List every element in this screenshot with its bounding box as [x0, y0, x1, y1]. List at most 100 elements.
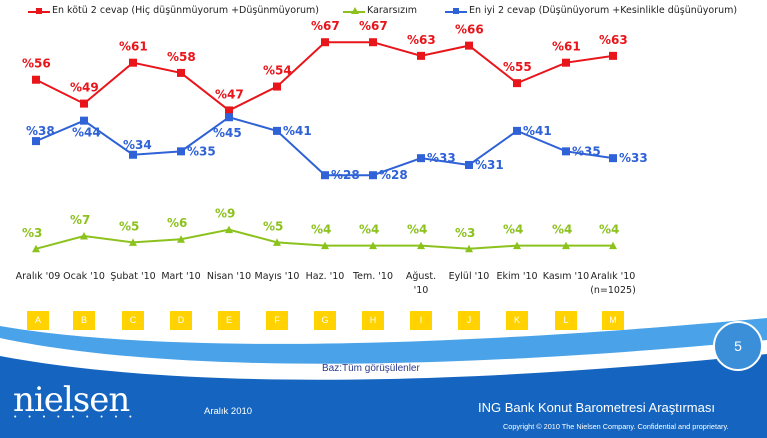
- data-label-undecided-6: %4: [311, 223, 331, 237]
- category-label-0: Aralık '09: [15, 271, 61, 282]
- data-label-undecided-9: %3: [455, 226, 475, 240]
- data-label-worst-12: %63: [599, 33, 628, 47]
- data-label-worst-7: %67: [359, 19, 388, 33]
- point-best-12: [609, 154, 617, 163]
- data-label-best-4: %45: [213, 126, 242, 140]
- category-label-3: Mart '10: [161, 271, 201, 282]
- point-best-11: [562, 147, 570, 156]
- data-label-worst-1: %49: [70, 81, 99, 95]
- data-label-best-11: %35: [572, 144, 601, 158]
- data-label-best-9: %31: [475, 158, 504, 172]
- point-undecided-9: [465, 244, 473, 253]
- point-worst-10: [513, 79, 521, 88]
- point-undecided-2: [129, 238, 137, 246]
- logo-dots: • • • • • • • • •: [14, 414, 137, 421]
- data-label-worst-2: %61: [119, 40, 148, 54]
- point-undecided-3: [177, 235, 185, 243]
- category-label-12: Aralık '10 (n=1025): [590, 271, 636, 296]
- data-label-worst-10: %55: [503, 60, 532, 74]
- point-best-6: [321, 171, 329, 180]
- category-letter-0: A: [27, 311, 49, 330]
- data-label-undecided-2: %5: [119, 219, 139, 233]
- data-label-best-1: %44: [72, 126, 101, 140]
- report-title: ING Bank Konut Barometresi Araştırması: [478, 400, 715, 415]
- point-best-8: [417, 154, 425, 163]
- data-label-undecided-4: %9: [215, 207, 235, 221]
- point-undecided-1: [80, 232, 88, 240]
- category-letter-3: D: [170, 311, 192, 330]
- category-letter-7: H: [362, 311, 384, 330]
- category-label-6: Haz. '10: [305, 271, 345, 282]
- point-worst-1: [80, 99, 88, 108]
- data-label-best-6: %28: [331, 168, 360, 182]
- legend-label-undecided: Kararsızım: [367, 5, 417, 16]
- category-label-2: Şubat '10: [110, 271, 156, 282]
- point-best-4: [225, 113, 233, 122]
- report-date: Aralık 2010: [204, 406, 253, 417]
- page-number: 5: [713, 321, 763, 371]
- data-label-best-3: %35: [187, 144, 216, 158]
- point-undecided-10: [513, 241, 521, 250]
- legend-marker-undecided: [351, 7, 359, 14]
- data-label-undecided-12: %4: [599, 223, 619, 237]
- footer-wave-dark: [0, 354, 767, 438]
- category-letter-9: J: [458, 311, 480, 330]
- data-label-undecided-5: %5: [263, 219, 283, 233]
- legend-label-worst: En kötü 2 cevap (Hiç düşünmüyorum +Düşün…: [52, 5, 319, 16]
- category-label-1: Ocak '10: [63, 271, 105, 282]
- point-best-1: [80, 116, 88, 125]
- point-worst-0: [32, 75, 40, 84]
- point-best-9: [465, 160, 473, 169]
- data-label-undecided-10: %4: [503, 223, 523, 237]
- legend-marker-worst: [36, 8, 42, 14]
- data-label-undecided-0: %3: [22, 226, 42, 240]
- data-label-undecided-3: %6: [167, 216, 187, 230]
- nielsen-logo: nielsen: [13, 380, 130, 420]
- point-worst-5: [273, 82, 281, 91]
- point-worst-2: [129, 58, 137, 67]
- category-letter-11: L: [555, 311, 577, 330]
- data-label-best-8: %33: [427, 151, 456, 165]
- category-letter-12: M: [602, 311, 624, 330]
- data-label-undecided-1: %7: [70, 213, 90, 227]
- category-letter-4: E: [218, 311, 240, 330]
- point-undecided-6: [321, 241, 329, 250]
- base-note: Baz:Tüm görüşülenler: [322, 363, 420, 374]
- category-label-10: Ekim '10: [496, 271, 538, 282]
- data-label-best-2: %34: [123, 138, 152, 152]
- data-label-undecided-11: %4: [552, 223, 572, 237]
- point-best-2: [129, 150, 137, 159]
- data-label-undecided-8: %4: [407, 223, 427, 237]
- point-worst-11: [562, 58, 570, 67]
- point-worst-12: [609, 51, 617, 60]
- category-letter-6: G: [314, 311, 336, 330]
- point-worst-6: [321, 38, 329, 47]
- category-letter-10: K: [506, 311, 528, 330]
- point-undecided-5: [273, 238, 281, 246]
- data-label-best-0: %38: [26, 124, 55, 138]
- data-label-worst-11: %61: [552, 40, 581, 54]
- point-worst-9: [465, 41, 473, 50]
- point-worst-8: [417, 51, 425, 60]
- data-label-worst-9: %66: [455, 23, 484, 37]
- point-undecided-8: [417, 241, 425, 250]
- data-label-worst-3: %58: [167, 50, 196, 64]
- point-undecided-7: [369, 241, 377, 250]
- point-undecided-4: [225, 225, 233, 234]
- data-label-worst-4: %47: [215, 87, 244, 101]
- category-label-11: Kasım '10: [542, 271, 590, 282]
- category-label-8: Ağust. '10: [405, 271, 437, 296]
- data-label-best-12: %33: [619, 151, 648, 165]
- point-best-3: [177, 147, 185, 156]
- point-best-7: [369, 171, 377, 180]
- data-label-undecided-7: %4: [359, 223, 379, 237]
- point-best-10: [513, 126, 521, 135]
- point-best-5: [273, 126, 281, 135]
- category-label-4: Nisan '10: [206, 271, 252, 282]
- category-letter-8: I: [410, 311, 432, 330]
- legend-label-best: En iyi 2 cevap (Düşünüyorum +Kesinlikle …: [469, 5, 738, 16]
- category-letter-1: B: [73, 311, 95, 330]
- legend-marker-best: [453, 8, 459, 14]
- point-worst-3: [177, 68, 185, 77]
